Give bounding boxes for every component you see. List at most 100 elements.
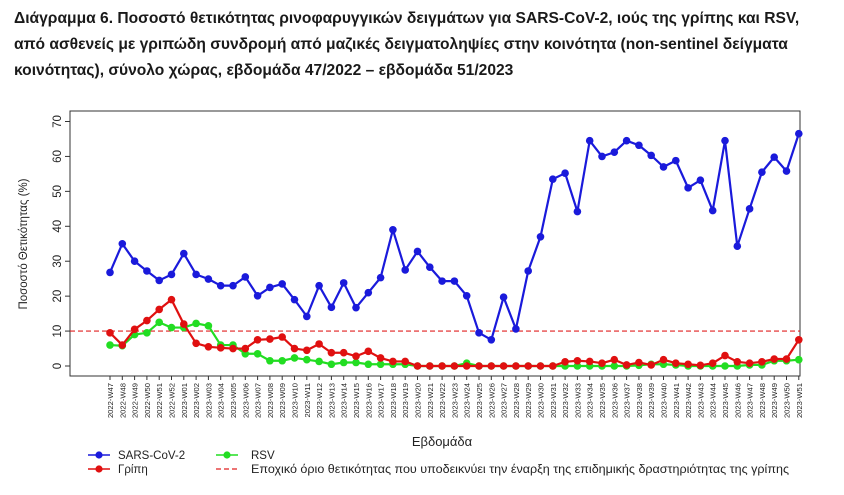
data-point-sars xyxy=(167,270,176,279)
data-point-sars xyxy=(512,325,520,333)
data-point-sars xyxy=(450,277,459,285)
data-point-flu xyxy=(155,305,163,314)
data-point-flu xyxy=(339,348,348,357)
data-point-rsv xyxy=(241,349,250,358)
data-point-rsv xyxy=(290,354,299,362)
data-point-flu xyxy=(659,355,668,364)
x-tick-label: 2023-W13 xyxy=(327,383,336,418)
data-point-sars xyxy=(413,247,422,256)
data-point-flu xyxy=(216,344,225,352)
x-tick-label: 2023-W35 xyxy=(598,383,607,418)
data-point-sars xyxy=(499,293,508,301)
data-point-sars xyxy=(155,276,163,285)
legend: SARS-CoV-2 Γρίπη RSV Εποχικό όριο θετικό… xyxy=(88,450,789,476)
data-point-sars xyxy=(672,156,680,165)
data-point-rsv xyxy=(253,349,262,358)
x-tick-label: 2023-W04 xyxy=(217,383,226,418)
data-point-rsv xyxy=(352,358,360,367)
x-tick-label: 2023-W20 xyxy=(414,383,423,418)
legend-item-rsv: RSV xyxy=(216,450,275,462)
x-tick-label: 2023-W46 xyxy=(733,383,742,418)
data-point-sars xyxy=(241,273,250,281)
legend-marker-rsv xyxy=(223,451,231,459)
data-point-flu xyxy=(745,359,754,368)
data-point-sars xyxy=(315,281,323,290)
x-tick-label: 2023-W14 xyxy=(340,383,349,418)
data-point-flu xyxy=(536,362,545,370)
x-tick-label: 2023-W30 xyxy=(537,383,546,418)
data-point-sars xyxy=(339,279,348,287)
data-point-sars xyxy=(561,169,569,177)
data-point-flu xyxy=(585,357,594,366)
x-tick-label: 2023-W15 xyxy=(352,383,361,418)
x-tick-label: 2023-W21 xyxy=(426,383,435,418)
y-tick-label: 50 xyxy=(52,185,64,198)
data-point-sars xyxy=(549,175,557,183)
data-point-flu xyxy=(524,362,532,370)
data-point-sars xyxy=(610,148,619,157)
data-point-sars xyxy=(352,303,360,312)
data-point-sars xyxy=(733,242,742,250)
y-tick-label: 20 xyxy=(52,290,64,303)
data-point-rsv xyxy=(106,341,114,349)
data-point-sars xyxy=(327,303,336,312)
data-point-sars xyxy=(635,141,643,150)
data-point-rsv xyxy=(204,322,213,330)
x-tick-label: 2023-W28 xyxy=(512,383,521,418)
data-point-sars xyxy=(364,288,373,297)
data-point-flu xyxy=(549,362,557,370)
x-tick-label: 2023-W09 xyxy=(278,383,287,418)
data-point-flu xyxy=(143,316,151,325)
x-tick-label: 2023-W41 xyxy=(672,383,681,418)
data-point-sars xyxy=(721,136,729,145)
legend-marker-flu xyxy=(95,465,103,473)
data-point-flu xyxy=(118,341,127,349)
x-tick-label: 2022-W48 xyxy=(118,383,127,418)
data-point-sars xyxy=(745,205,754,213)
x-tick-label: 2023-W34 xyxy=(586,383,595,418)
data-point-sars xyxy=(389,225,397,234)
data-point-flu xyxy=(376,354,385,362)
data-point-rsv xyxy=(721,362,729,370)
data-point-sars xyxy=(204,275,213,283)
data-point-sars xyxy=(475,329,483,337)
data-point-sars xyxy=(401,266,410,274)
legend-label-flu: Γρίπη xyxy=(118,464,148,476)
data-point-sars xyxy=(536,232,545,241)
x-tick-label: 2022-W52 xyxy=(168,383,177,418)
x-axis-label: Εβδομάδα xyxy=(412,434,473,449)
x-tick-label: 2022-W51 xyxy=(155,383,164,418)
data-point-flu xyxy=(364,347,373,356)
data-point-sars xyxy=(180,249,188,258)
x-tick-label: 2023-W10 xyxy=(291,383,300,418)
legend-label-rsv: RSV xyxy=(251,450,275,462)
data-point-flu xyxy=(401,357,410,366)
data-point-sars xyxy=(290,295,299,304)
data-point-sars xyxy=(118,239,127,248)
data-point-sars xyxy=(278,280,287,288)
x-tick-label: 2023-W47 xyxy=(746,383,755,418)
legend-marker-sars xyxy=(95,451,103,459)
data-point-rsv xyxy=(795,355,803,364)
x-tick-label: 2023-W49 xyxy=(770,383,779,418)
data-point-flu xyxy=(795,336,803,344)
data-point-flu xyxy=(770,355,778,363)
legend-item-flu: Γρίπη xyxy=(88,464,148,476)
x-tick-label: 2023-W45 xyxy=(721,383,730,418)
x-tick-label: 2023-W25 xyxy=(475,383,484,418)
x-tick-label: 2023-W50 xyxy=(783,383,792,418)
data-point-sars xyxy=(229,281,237,290)
data-point-sars xyxy=(758,168,766,176)
data-point-sars xyxy=(684,184,692,192)
x-tick-label: 2023-W40 xyxy=(660,383,669,418)
data-point-rsv xyxy=(327,360,336,369)
x-tick-label: 2023-W11 xyxy=(303,383,312,417)
x-tick-label: 2023-W12 xyxy=(315,383,324,418)
data-point-flu xyxy=(192,339,200,348)
legend-item-threshold: Εποχικό όριο θετικότητας που υποδεικνύει… xyxy=(216,464,789,476)
x-tick-label: 2023-W22 xyxy=(438,383,447,418)
data-point-flu xyxy=(278,333,287,341)
x-tick-label: 2023-W07 xyxy=(254,383,263,418)
